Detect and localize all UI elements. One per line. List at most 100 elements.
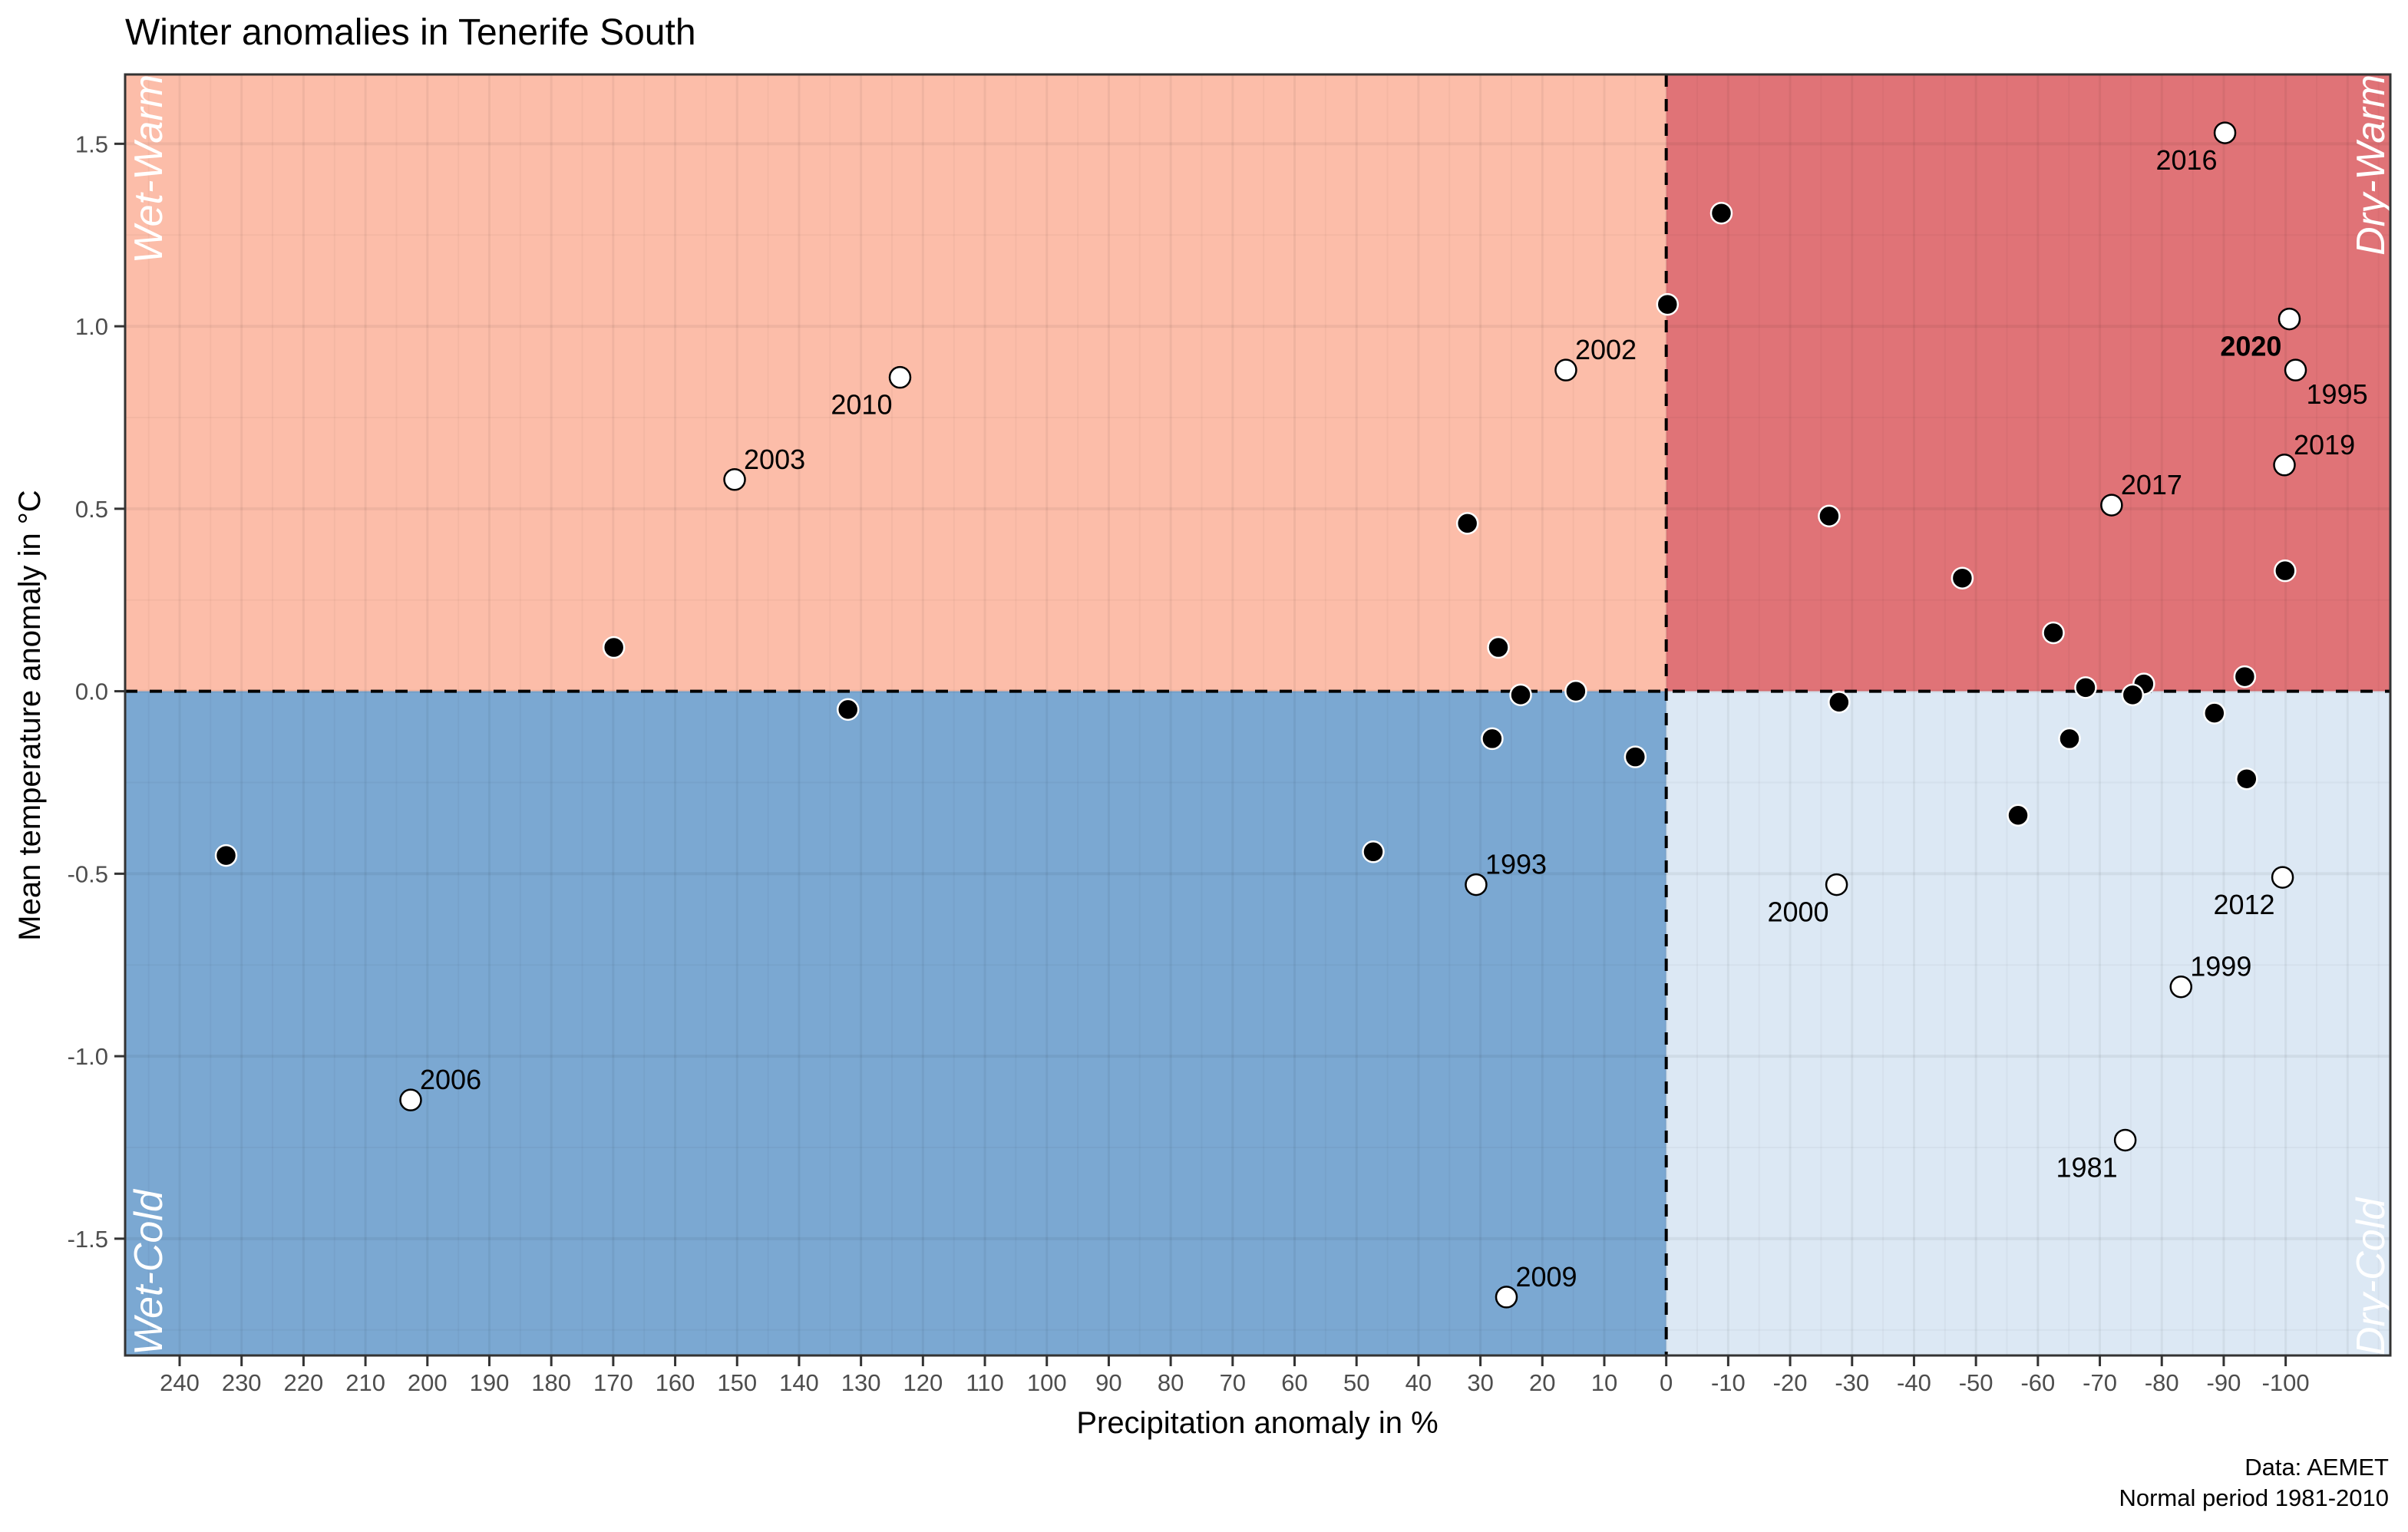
- point-1995: [2284, 358, 2307, 381]
- x-tick-label: 140: [779, 1369, 819, 1396]
- grid-lines: [125, 74, 2390, 1355]
- x-tick-label: 0: [1660, 1369, 1673, 1396]
- x-tick-label: 240: [160, 1369, 200, 1396]
- x-tick-label: 100: [1027, 1369, 1067, 1396]
- point-label-2020: 2020: [2220, 331, 2281, 362]
- point-label-2019: 2019: [2294, 429, 2355, 461]
- x-tick-label: 130: [841, 1369, 881, 1396]
- x-tick-label: 120: [903, 1369, 943, 1396]
- x-tick-label: 70: [1220, 1369, 1246, 1396]
- point-label-2009: 2009: [1515, 1261, 1577, 1293]
- x-tick-label: -20: [1773, 1369, 1808, 1396]
- x-tick-label: 220: [284, 1369, 324, 1396]
- x-tick-label: 40: [1405, 1369, 1432, 1396]
- data-point: [1564, 679, 1587, 703]
- y-axis-title: Mean temperature anomaly in °C: [13, 490, 47, 940]
- point-2012: [2271, 866, 2294, 889]
- x-tick-label: 190: [470, 1369, 510, 1396]
- point-2002: [1554, 358, 1577, 381]
- y-tick-label: 1.5: [75, 130, 108, 157]
- point-label-2000: 2000: [1767, 896, 1828, 928]
- point-label-2002: 2002: [1575, 334, 1637, 365]
- x-tick-label: -80: [2145, 1369, 2179, 1396]
- x-tick-label: -70: [2083, 1369, 2117, 1396]
- x-tick-label: 200: [408, 1369, 448, 1396]
- y-tick-label: 0.0: [75, 679, 108, 705]
- point-label-2016: 2016: [2155, 144, 2217, 176]
- x-tick-label: 30: [1467, 1369, 1493, 1396]
- data-point: [2235, 767, 2258, 791]
- data-point: [2042, 621, 2065, 645]
- data-point: [1818, 504, 1841, 528]
- quadrant-label-dry-warm: Dry-Warm: [2349, 74, 2393, 256]
- quadrant-backgrounds: [125, 74, 2390, 1355]
- data-point: [2203, 702, 2226, 725]
- data-point: [1481, 727, 1504, 751]
- point-label-1995: 1995: [2307, 378, 2368, 410]
- point-label-2003: 2003: [744, 444, 805, 475]
- data-point: [1656, 292, 1680, 316]
- x-tick-label: -10: [1711, 1369, 1746, 1396]
- data-point: [1828, 691, 1851, 714]
- point-2003: [723, 468, 746, 491]
- x-tick-label: 180: [531, 1369, 571, 1396]
- data-point: [2121, 683, 2145, 707]
- panel-border: [124, 73, 2392, 1357]
- data-point: [1487, 636, 1510, 659]
- caption-period: Normal period 1981-2010: [2119, 1484, 2389, 1511]
- point-2006: [399, 1088, 422, 1111]
- point-2019: [2273, 454, 2296, 477]
- y-tick-label: 1.0: [75, 313, 108, 340]
- point-1993: [1465, 873, 1488, 896]
- point-2016: [2213, 121, 2237, 144]
- x-tick-label: 60: [1281, 1369, 1307, 1396]
- y-axis: 1.5 1.0 0.5 0.0 -0.5 -1.0 -1.5: [68, 130, 125, 1253]
- x-tick-label: -50: [1959, 1369, 1993, 1396]
- x-tick-label: 160: [656, 1369, 695, 1396]
- point-2000: [1825, 873, 1848, 896]
- point-label-2010: 2010: [831, 389, 892, 421]
- x-tick-label: 20: [1529, 1369, 1555, 1396]
- point-label-2012: 2012: [2213, 889, 2274, 920]
- x-tick-label: 10: [1591, 1369, 1617, 1396]
- data-point: [1709, 201, 1733, 225]
- x-tick-label: -40: [1897, 1369, 1931, 1396]
- data-point: [836, 698, 860, 721]
- data-point: [214, 844, 238, 867]
- x-tick-label: 230: [222, 1369, 262, 1396]
- x-tick-label: 80: [1158, 1369, 1184, 1396]
- x-tick-label: -100: [2262, 1369, 2310, 1396]
- quadrant-labels: Wet-Warm Dry-Warm Wet-Cold Dry-Cold: [127, 74, 2393, 1355]
- data-point: [1624, 745, 1647, 768]
- x-tick-label: 90: [1095, 1369, 1121, 1396]
- x-tick-label: 50: [1343, 1369, 1369, 1396]
- data-point: [1951, 566, 1974, 589]
- quadrant-wet-cold: [125, 691, 1666, 1355]
- point-labels: 2016 2020 1995 2010 2002 2019 2003 2017 1993 2000…: [420, 144, 2368, 1293]
- point-1999: [2169, 975, 2193, 999]
- caption-source: Data: AEMET: [2244, 1454, 2389, 1481]
- data-point: [1509, 683, 1532, 707]
- point-label-1999: 1999: [2190, 951, 2251, 982]
- y-tick-label: 0.5: [75, 496, 108, 523]
- point-label-2017: 2017: [2121, 469, 2182, 500]
- x-tick-label: 170: [593, 1369, 633, 1396]
- point-1981: [2113, 1128, 2137, 1152]
- data-point: [2074, 676, 2097, 699]
- data-point: [1455, 512, 1479, 535]
- point-label-2006: 2006: [420, 1064, 481, 1095]
- quadrant-dry-cold: [1666, 691, 2390, 1355]
- y-tick-label: -1.5: [68, 1226, 108, 1253]
- data-points: [214, 121, 2307, 1309]
- y-tick-label: -0.5: [68, 860, 108, 887]
- quadrant-label-wet-warm: Wet-Warm: [127, 74, 171, 264]
- point-2020: [2278, 307, 2301, 331]
- x-tick-label: 110: [966, 1369, 1003, 1396]
- data-point: [2058, 727, 2081, 751]
- data-point: [1362, 840, 1385, 863]
- data-point: [2274, 559, 2297, 583]
- point-2017: [2100, 494, 2123, 517]
- x-tick-label: -30: [1835, 1369, 1869, 1396]
- point-2010: [888, 365, 912, 389]
- chart-title: Winter anomalies in Tenerife South: [125, 12, 696, 53]
